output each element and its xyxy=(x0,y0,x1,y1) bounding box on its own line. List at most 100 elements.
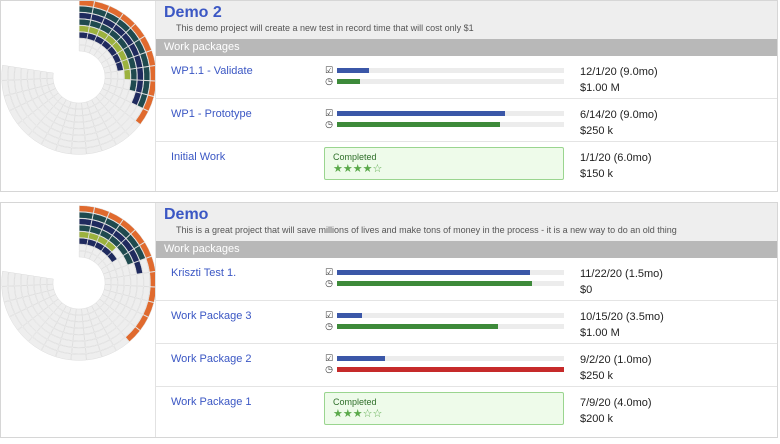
wheel-segment xyxy=(78,18,91,27)
wheel-segment xyxy=(84,338,99,348)
checkbox-icon: ☑ xyxy=(324,267,334,277)
wheel-segment xyxy=(91,41,102,51)
wheel-segment xyxy=(47,333,62,345)
wheel-segment xyxy=(113,131,130,145)
wheel-segment xyxy=(96,29,109,40)
wheel-segment xyxy=(125,296,136,309)
wheel-segment xyxy=(20,273,28,286)
wheel-segment xyxy=(136,273,144,287)
wheel-segment xyxy=(41,290,51,300)
wheel-segment xyxy=(101,245,112,257)
wheel-segment xyxy=(32,302,44,315)
wheel-segment xyxy=(88,232,100,242)
wheel-segment xyxy=(115,267,124,278)
wheel-segment xyxy=(131,91,142,106)
wheel-segment xyxy=(136,67,144,81)
completed-label: Completed xyxy=(333,397,377,407)
work-package-cost: $250 k xyxy=(580,125,614,137)
wheel-segment xyxy=(115,61,124,72)
wheel-segment xyxy=(99,229,113,241)
wheel-segment xyxy=(102,50,112,61)
wheel-segment xyxy=(20,308,33,323)
wheel-segment xyxy=(33,275,41,286)
wheel-segment xyxy=(40,116,54,128)
wheel-segment xyxy=(121,322,136,338)
wheel-segment xyxy=(1,80,10,97)
work-package-date: 12/1/20 (9.0mo) xyxy=(580,66,658,78)
wheel-segment xyxy=(78,224,91,233)
wheel-segment xyxy=(108,310,120,323)
wheel-segment xyxy=(74,315,83,322)
wheel-segment xyxy=(83,326,95,335)
wheel-segment xyxy=(40,276,48,285)
wheel-segment xyxy=(84,132,99,142)
progress-bars: ☑ ◷ xyxy=(324,353,564,377)
wheel-segment xyxy=(117,255,128,268)
wheel-segment xyxy=(14,285,23,299)
work-package-link[interactable]: WP1.1 - Validate xyxy=(171,65,253,77)
wheel-segment xyxy=(40,70,48,79)
wheel-segment xyxy=(65,113,76,122)
wheel-segment xyxy=(121,265,131,277)
work-packages-header: Work packages xyxy=(156,241,777,258)
work-package-row: Work Package 2 ☑ ◷ 9/2/20 (1.0mo) $250 k xyxy=(156,344,777,387)
wheel-segment xyxy=(79,205,95,214)
work-package-link[interactable]: WP1 - Prototype xyxy=(171,108,252,120)
wheel-segment xyxy=(48,96,58,107)
wheel-segment xyxy=(94,307,105,317)
wheel-segment xyxy=(121,32,134,47)
project-wheel-chart[interactable] xyxy=(1,1,155,191)
wheel-segment xyxy=(130,105,143,121)
wheel-segment xyxy=(103,116,117,128)
wheel-segment xyxy=(141,286,151,301)
wheel-segment xyxy=(135,108,149,125)
wheel-segment xyxy=(135,314,149,331)
wheel-segment xyxy=(125,234,140,249)
wheel-segment xyxy=(55,350,72,361)
project-title[interactable]: Demo 2 xyxy=(164,4,222,21)
wheel-segment xyxy=(72,334,85,342)
wheel-segment xyxy=(65,319,76,328)
work-package-date: 7/9/20 (4.0mo) xyxy=(580,397,652,409)
wheel-segment xyxy=(133,260,143,275)
work-package-link[interactable]: Kriszti Test 1. xyxy=(171,267,237,279)
work-package-link[interactable]: Work Package 2 xyxy=(171,353,252,365)
time-progress-bar xyxy=(337,122,501,127)
wheel-segment xyxy=(92,322,104,333)
wheel-segment xyxy=(63,326,75,335)
wheel-segment xyxy=(27,68,35,80)
wheel-segment xyxy=(139,258,150,274)
wheel-segment xyxy=(78,218,93,226)
wheel-segment xyxy=(78,25,90,33)
wheel-segment xyxy=(119,88,129,100)
wheel-segment xyxy=(56,110,68,121)
project-wheel-chart[interactable] xyxy=(1,203,155,437)
wheel-segment xyxy=(94,35,105,46)
wheel-segment xyxy=(70,147,87,155)
project-title[interactable]: Demo xyxy=(164,206,209,223)
wheel-segment xyxy=(111,53,122,64)
wheel-segment xyxy=(88,311,98,320)
wheel-segment xyxy=(32,125,48,140)
wheel-segment xyxy=(40,284,48,293)
completed-label: Completed xyxy=(333,152,377,162)
wheel-segment xyxy=(27,318,41,332)
work-package-link[interactable]: Work Package 1 xyxy=(171,396,252,408)
wheel-segment xyxy=(116,224,131,239)
wheel-segment xyxy=(43,100,54,112)
wheel-segment xyxy=(53,101,64,111)
wheel-segment xyxy=(38,299,49,311)
work-package-row: WP1.1 - Validate ☑ ◷ 12/1/20 (9.0mo) $1.… xyxy=(156,56,777,99)
wheel-segment xyxy=(130,23,145,40)
wheel-segment xyxy=(94,101,105,111)
project-content: Demo 2 This demo project will create a n… xyxy=(155,1,777,191)
wheel-segment xyxy=(61,126,74,135)
progress-bars: ☑ ◷ xyxy=(324,310,564,334)
wheel-segment xyxy=(121,59,131,71)
wheel-segment xyxy=(147,286,155,303)
work-package-row: Work Package 3 ☑ ◷ 10/15/20 (3.5mo) $1.0… xyxy=(156,301,777,344)
work-package-link[interactable]: Work Package 3 xyxy=(171,310,252,322)
wheel-segment xyxy=(53,322,66,333)
work-package-link[interactable]: Initial Work xyxy=(171,151,226,163)
wheel-segment xyxy=(57,344,73,354)
